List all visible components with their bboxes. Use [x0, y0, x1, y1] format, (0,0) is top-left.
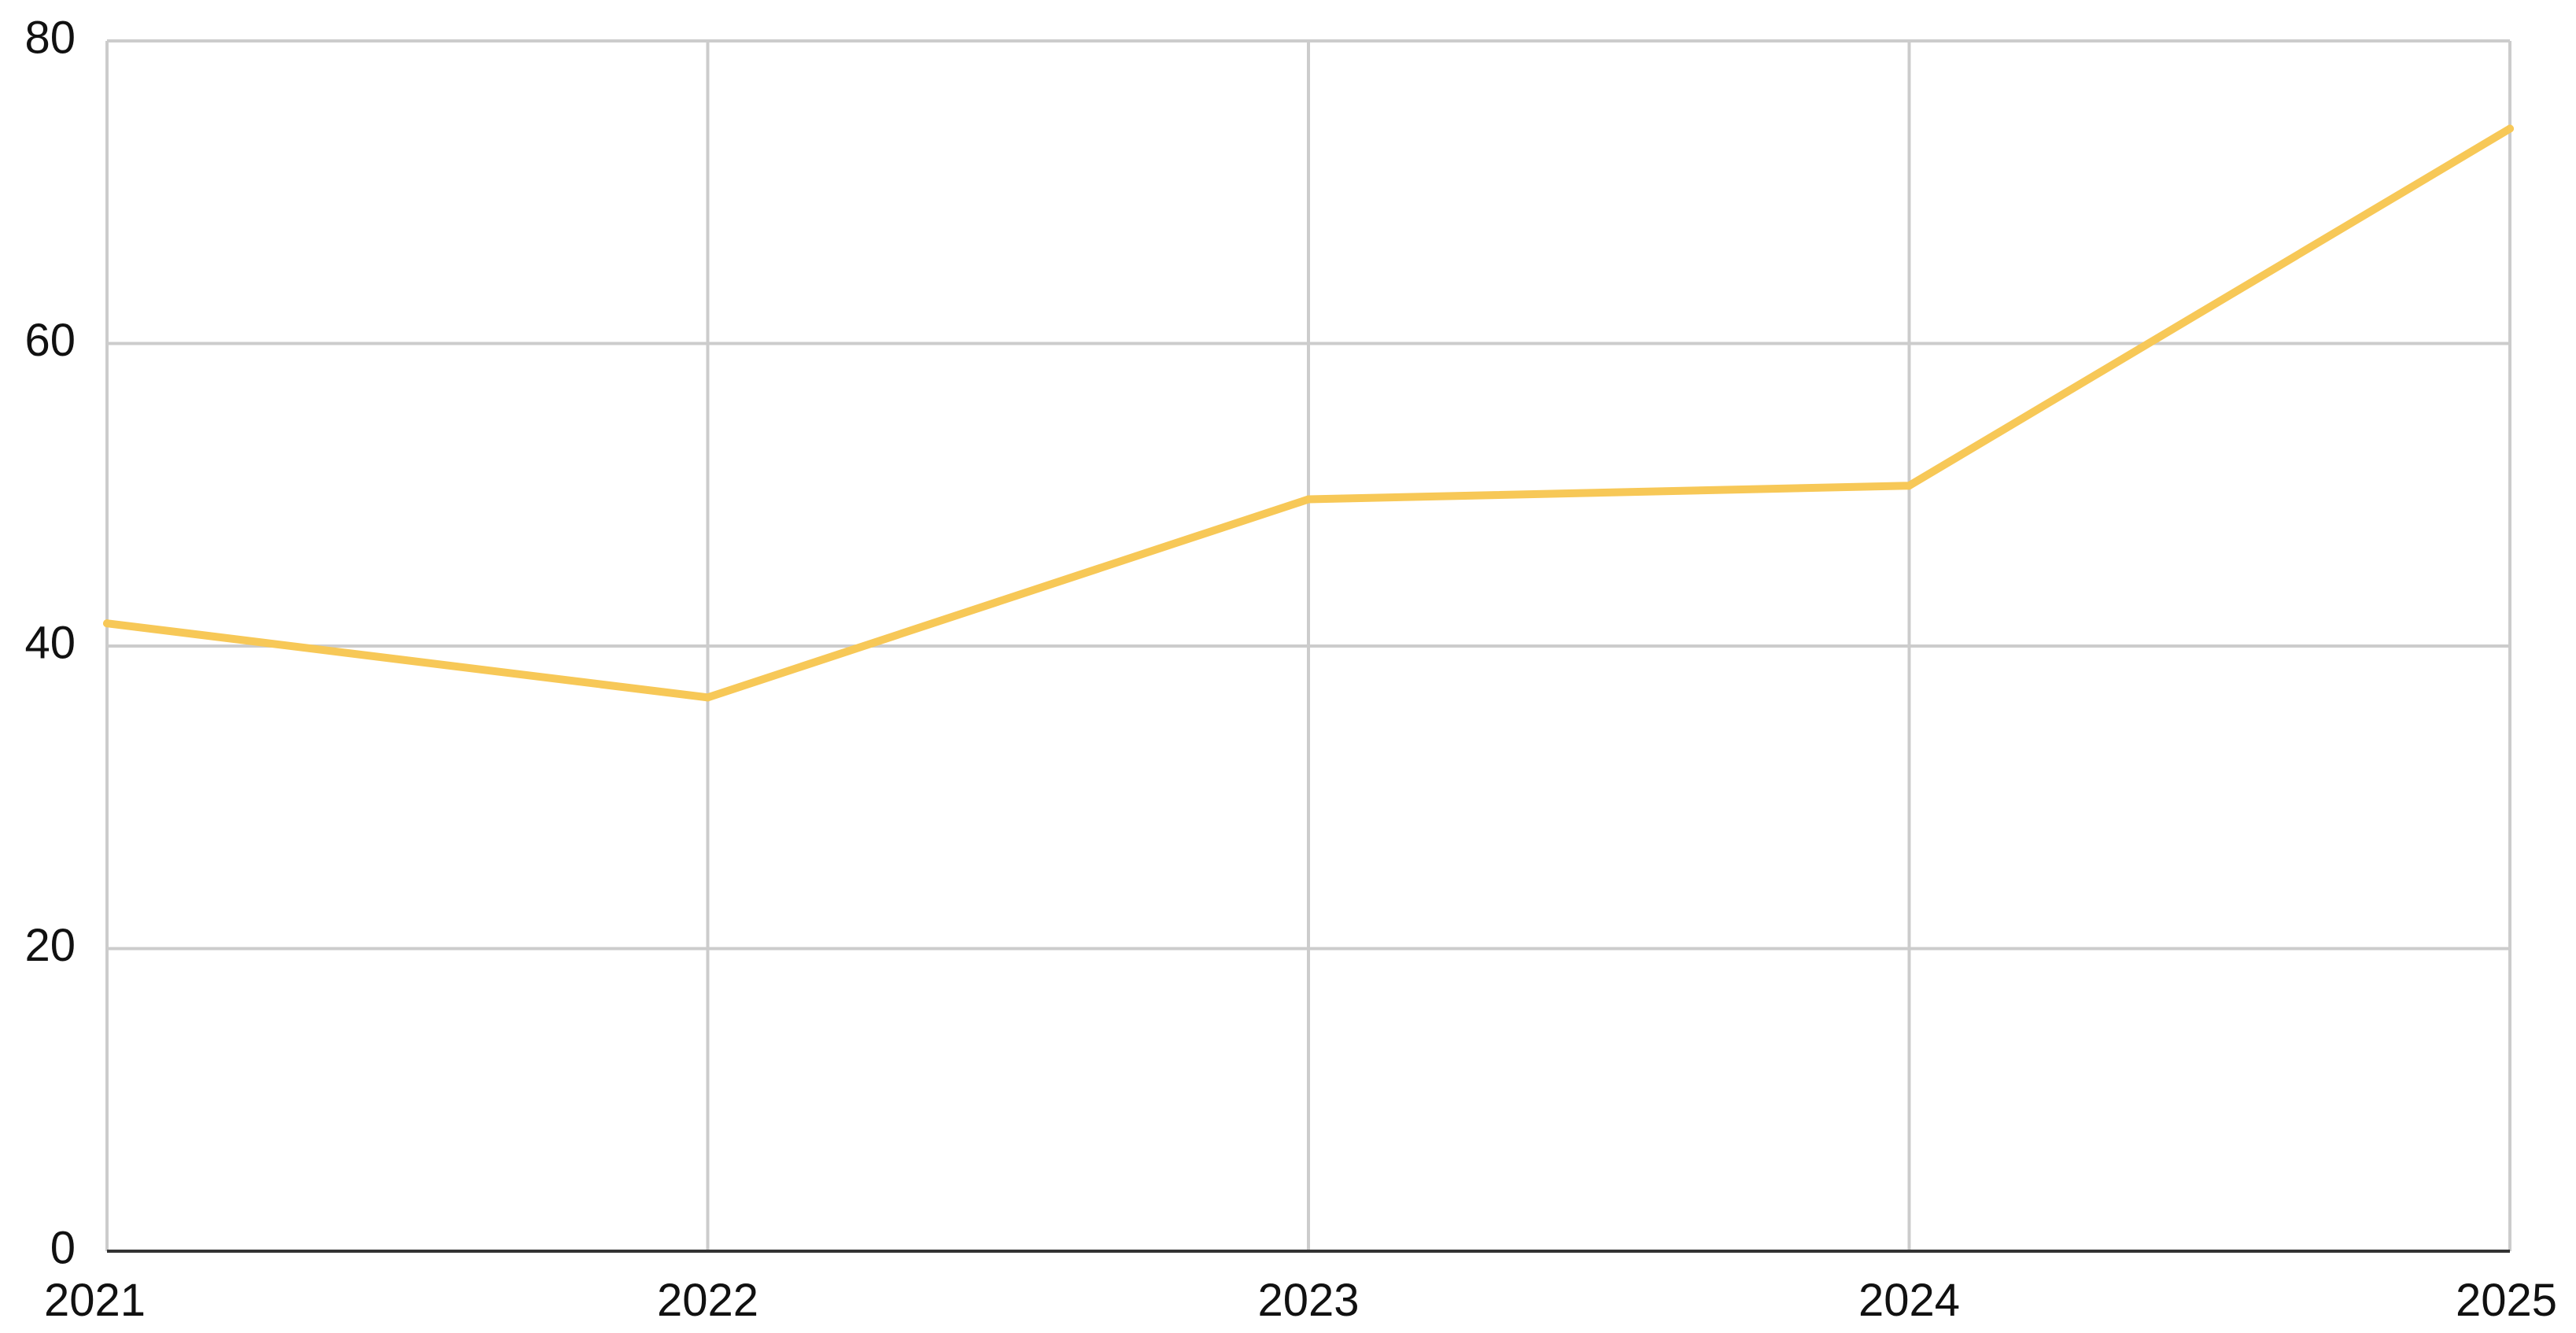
y-tick-label: 40 — [24, 617, 76, 668]
x-tick-label: 2023 — [1257, 1275, 1359, 1326]
data-point — [1905, 482, 1914, 490]
y-tick-label: 0 — [50, 1222, 76, 1273]
x-tick-label: 2021 — [44, 1275, 146, 1326]
x-tick-label: 2025 — [2456, 1275, 2557, 1326]
y-tick-label: 80 — [24, 12, 76, 63]
x-tick-label: 2024 — [1858, 1275, 1960, 1326]
grid — [105, 39, 2511, 1251]
data-point — [2506, 124, 2514, 133]
data-point — [1305, 495, 1312, 504]
y-tick-label: 20 — [24, 920, 76, 971]
axes: 0 20 40 60 80 2021 2022 2023 2024 2025 — [24, 12, 2557, 1326]
series-layer — [103, 124, 2514, 702]
data-point — [703, 693, 712, 702]
y-tick-label: 60 — [24, 315, 76, 366]
x-tick-label: 2022 — [657, 1275, 758, 1326]
data-point — [103, 619, 111, 628]
